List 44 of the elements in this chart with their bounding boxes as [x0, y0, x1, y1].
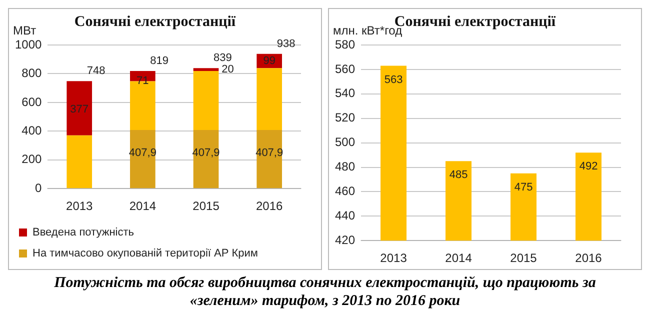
x-tick-label: 2014 — [129, 199, 156, 214]
bar — [193, 68, 219, 72]
y-tick-label: 500 — [334, 135, 356, 150]
x-tick-label: 2015 — [510, 251, 538, 266]
total-label: 839 — [213, 52, 232, 64]
text: Потужність та обсяг виробництва сонячних електростанцій, що працюють за «зеленим» тарифом, з 2013 по 2016 роки — [53, 274, 597, 310]
data-label: 99 — [263, 55, 276, 68]
y-tick-label: 540 — [334, 86, 356, 100]
y-tick-label: 600 — [22, 94, 42, 109]
y-tick-label: 440 — [334, 208, 356, 222]
bar — [66, 81, 92, 136]
x-tick-label: 2016 — [575, 251, 602, 266]
data-label: 563 — [384, 74, 403, 86]
y-tick-label: 580 — [334, 37, 356, 52]
x-tick-label: 2013 — [380, 251, 408, 266]
total-label: 748 — [86, 65, 106, 78]
total-label: 819 — [150, 55, 169, 68]
x-tick-label: 2016 — [256, 199, 284, 214]
y-tick-label: 480 — [334, 160, 356, 174]
y-tick-label: 460 — [334, 184, 356, 198]
bar — [66, 135, 92, 188]
x-tick-label: 2013 — [66, 199, 94, 214]
y-tick-label: 800 — [22, 66, 42, 80]
y-tick-label: 1000 — [14, 37, 42, 52]
legend-label: На тимчасово окупованій території АР Крим — [32, 248, 258, 260]
y-axis-title: МВт — [13, 23, 37, 38]
data-label: 475 — [514, 181, 533, 194]
data-label: 377 — [70, 103, 89, 116]
x-tick-label: 2014 — [445, 251, 472, 266]
data-label: 492 — [579, 160, 598, 173]
y-tick-label: 520 — [334, 110, 356, 125]
y-tick-label: 560 — [334, 62, 356, 76]
x-tick-label: 2015 — [192, 199, 220, 214]
y-tick-label: 0 — [35, 180, 42, 195]
data-label: 485 — [449, 169, 468, 182]
bar — [256, 68, 282, 130]
total-label: 938 — [276, 38, 296, 50]
data-label: 20 — [222, 64, 234, 76]
y-tick-label: 420 — [334, 232, 356, 247]
chart-title: Сонячні електростанції — [74, 14, 236, 30]
y-tick-label: 400 — [22, 123, 42, 138]
legend-label: Введена потужність — [32, 226, 134, 239]
bar — [193, 71, 219, 130]
y-tick-label: 200 — [22, 152, 42, 166]
